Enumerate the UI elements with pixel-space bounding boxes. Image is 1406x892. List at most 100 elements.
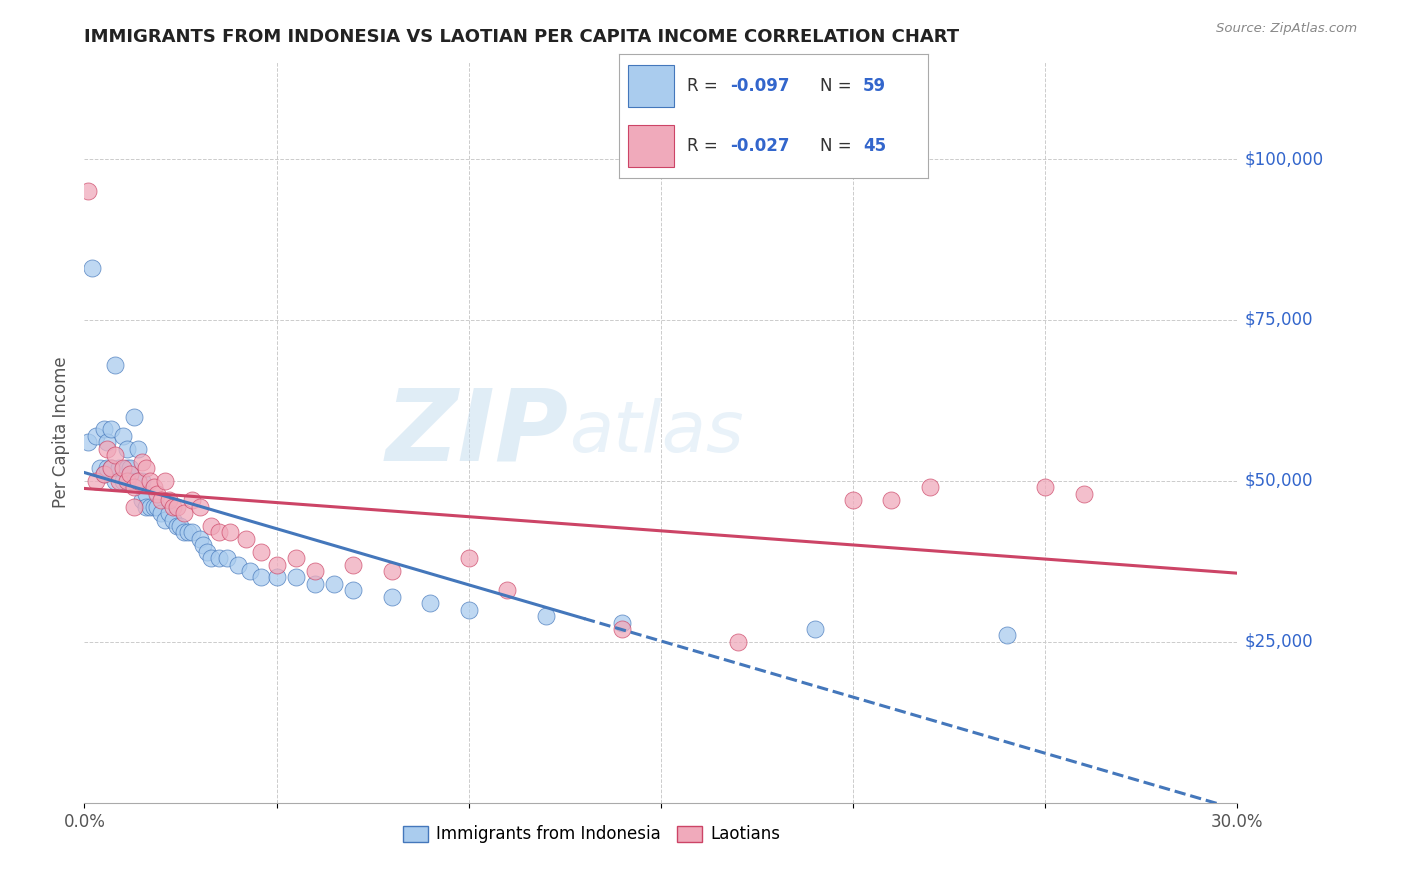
Point xyxy=(93,467,115,482)
Point xyxy=(115,461,138,475)
Point xyxy=(157,493,180,508)
Point xyxy=(135,461,157,475)
Text: ZIP: ZIP xyxy=(385,384,568,481)
Point xyxy=(226,558,249,572)
Point xyxy=(803,622,825,636)
Point xyxy=(120,461,142,475)
Point xyxy=(162,512,184,526)
Legend: Immigrants from Indonesia, Laotians: Immigrants from Indonesia, Laotians xyxy=(396,819,787,850)
Point xyxy=(108,461,131,475)
Point xyxy=(200,519,222,533)
Point xyxy=(304,564,326,578)
Point xyxy=(181,525,204,540)
Point xyxy=(166,500,188,514)
Point xyxy=(146,487,169,501)
Text: N =: N = xyxy=(820,137,856,155)
Point xyxy=(150,493,173,508)
Point xyxy=(77,435,100,450)
Point xyxy=(173,506,195,520)
Point xyxy=(457,551,479,566)
Point xyxy=(104,448,127,462)
Text: atlas: atlas xyxy=(568,398,744,467)
Point xyxy=(77,184,100,198)
Point xyxy=(195,545,218,559)
Point xyxy=(250,545,273,559)
Point xyxy=(108,474,131,488)
Point xyxy=(342,583,364,598)
Point xyxy=(181,493,204,508)
Point xyxy=(157,506,180,520)
Point xyxy=(120,474,142,488)
Text: $50,000: $50,000 xyxy=(1244,472,1313,490)
Point xyxy=(142,480,165,494)
Point xyxy=(131,454,153,468)
Point xyxy=(266,558,288,572)
Point xyxy=(169,519,191,533)
Point xyxy=(111,429,134,443)
Point xyxy=(323,577,346,591)
Text: Source: ZipAtlas.com: Source: ZipAtlas.com xyxy=(1216,22,1357,36)
Point xyxy=(727,635,749,649)
Point xyxy=(131,474,153,488)
Text: -0.097: -0.097 xyxy=(730,77,790,95)
Text: $75,000: $75,000 xyxy=(1244,311,1313,329)
Point xyxy=(127,474,149,488)
Text: 45: 45 xyxy=(863,137,886,155)
Point xyxy=(96,435,118,450)
Point xyxy=(496,583,519,598)
Point xyxy=(96,442,118,456)
Point xyxy=(880,493,903,508)
Point xyxy=(381,590,404,604)
Point xyxy=(200,551,222,566)
Point xyxy=(153,474,176,488)
Point xyxy=(124,500,146,514)
Point xyxy=(193,538,215,552)
Point xyxy=(127,474,149,488)
Text: 59: 59 xyxy=(863,77,886,95)
Point xyxy=(177,525,200,540)
Point xyxy=(146,500,169,514)
Point xyxy=(100,461,122,475)
Point xyxy=(93,422,115,436)
Point xyxy=(124,480,146,494)
Point xyxy=(219,525,242,540)
Point xyxy=(250,570,273,584)
Point xyxy=(995,628,1018,642)
Text: R =: R = xyxy=(686,137,723,155)
Text: R =: R = xyxy=(686,77,723,95)
Point xyxy=(208,525,231,540)
Point xyxy=(342,558,364,572)
Point xyxy=(89,461,111,475)
Point xyxy=(457,602,479,616)
Point xyxy=(239,564,262,578)
Point xyxy=(918,480,941,494)
Point xyxy=(166,519,188,533)
Point xyxy=(84,429,107,443)
Point xyxy=(111,461,134,475)
Text: IMMIGRANTS FROM INDONESIA VS LAOTIAN PER CAPITA INCOME CORRELATION CHART: IMMIGRANTS FROM INDONESIA VS LAOTIAN PER… xyxy=(84,28,959,45)
Point xyxy=(84,474,107,488)
Point xyxy=(612,615,634,630)
Point xyxy=(173,525,195,540)
Point xyxy=(135,487,157,501)
Point xyxy=(120,467,142,482)
Text: $100,000: $100,000 xyxy=(1244,150,1324,168)
Point xyxy=(80,261,103,276)
Point xyxy=(1073,487,1095,501)
Y-axis label: Per Capita Income: Per Capita Income xyxy=(52,357,70,508)
Point xyxy=(842,493,865,508)
Point xyxy=(124,409,146,424)
Point xyxy=(100,422,122,436)
Point xyxy=(111,474,134,488)
Text: -0.027: -0.027 xyxy=(730,137,790,155)
Text: $25,000: $25,000 xyxy=(1244,632,1313,651)
Point xyxy=(419,596,441,610)
Point xyxy=(284,570,307,584)
Text: N =: N = xyxy=(820,77,856,95)
Point xyxy=(115,442,138,456)
Point xyxy=(215,551,238,566)
Point xyxy=(188,500,211,514)
Point xyxy=(115,474,138,488)
Point xyxy=(1033,480,1056,494)
Point xyxy=(127,442,149,456)
